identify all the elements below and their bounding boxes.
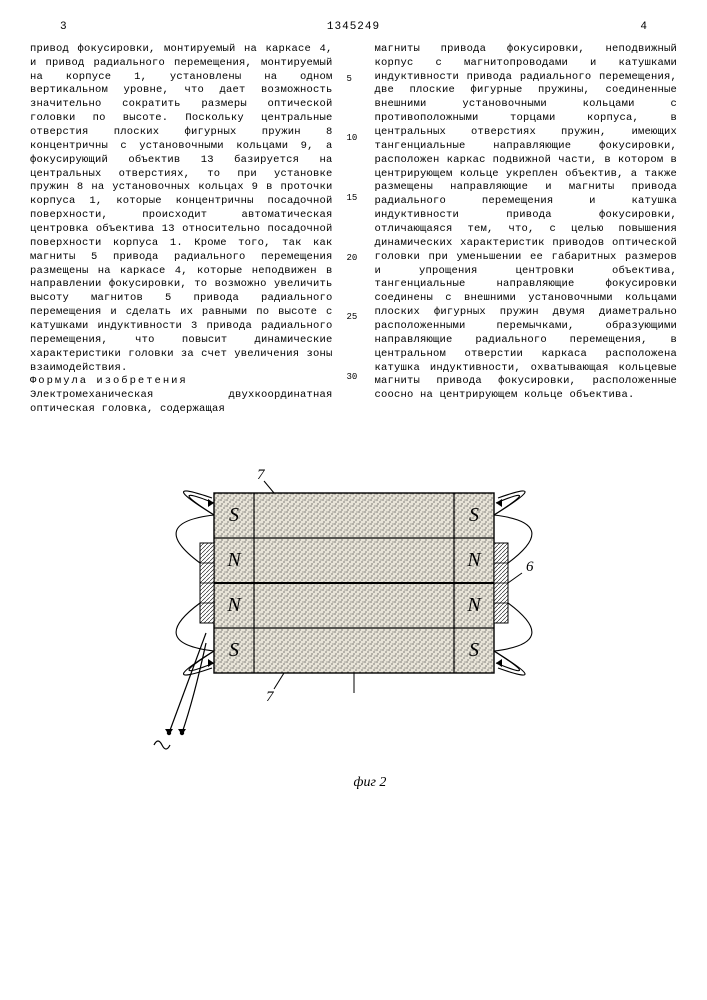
text-columns: привод фокусировки, монтируемый на карка… <box>30 43 677 393</box>
patent-number: 1345249 <box>67 20 641 35</box>
page-header: 3 1345249 4 <box>30 20 677 35</box>
callout-7-bottom: 7 <box>266 689 275 705</box>
svg-text:N: N <box>466 549 482 571</box>
figure-2: S S N N N N S S <box>30 433 677 813</box>
svg-text:S: S <box>229 504 239 526</box>
page-number-left: 3 <box>60 20 67 35</box>
svg-text:S: S <box>229 639 239 661</box>
line-num: 25 <box>347 311 361 323</box>
formula-start: Электромеханическая двухкоординатная опт… <box>30 389 333 415</box>
svg-text:N: N <box>226 549 242 571</box>
svg-text:N: N <box>226 594 242 616</box>
callout-6: 6 <box>526 559 534 575</box>
right-column: магниты привода фокусировки, неподвижный… <box>375 43 678 393</box>
callout-7-top: 7 <box>257 467 266 483</box>
formula-title: Формула изобретения <box>30 375 333 389</box>
left-column: привод фокусировки, монтируемый на карка… <box>30 43 333 393</box>
line-num: 15 <box>347 192 361 204</box>
figure-label: фиг 2 <box>354 774 387 793</box>
page-number-right: 4 <box>640 20 647 35</box>
electromagnet-diagram: S S N N N N S S <box>124 433 584 763</box>
line-num: 30 <box>347 371 361 383</box>
svg-text:N: N <box>466 594 482 616</box>
svg-text:S: S <box>469 639 479 661</box>
line-num: 20 <box>347 252 361 264</box>
svg-text:S: S <box>469 504 479 526</box>
line-num: 10 <box>347 132 361 144</box>
line-num: 5 <box>347 73 361 85</box>
body-text-right: магниты привода фокусировки, неподвижный… <box>375 43 678 401</box>
line-number-gutter: 5 10 15 20 25 30 <box>347 43 361 393</box>
body-text-left: привод фокусировки, монтируемый на карка… <box>30 43 333 374</box>
